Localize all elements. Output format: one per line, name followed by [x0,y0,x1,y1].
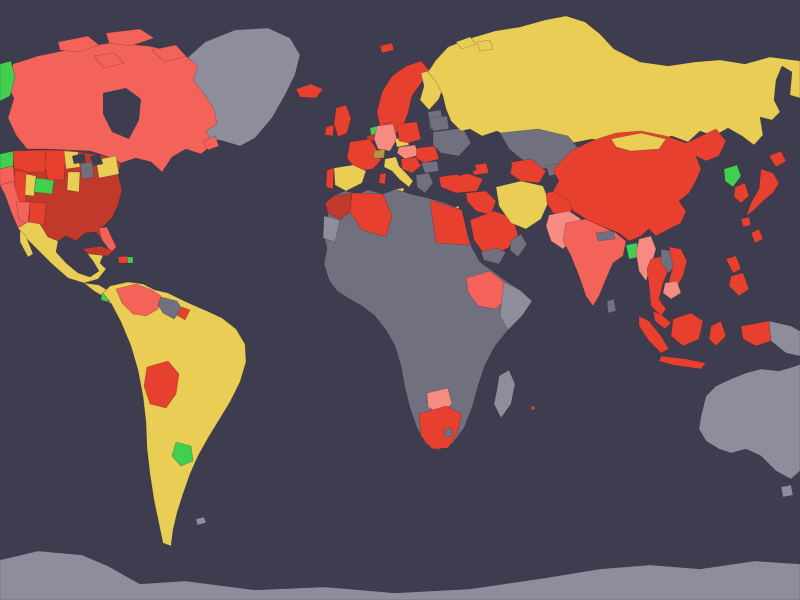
country-bolivia[interactable] [143,360,180,409]
state-illinois-indiana[interactable] [66,171,81,193]
country-oman[interactable] [509,233,528,258]
continent-antarctica [0,550,800,600]
country-vietnam[interactable] [668,246,688,290]
country-taiwan[interactable] [750,228,764,244]
country-philippines[interactable] [725,255,750,297]
country-uruguay[interactable] [171,441,194,467]
region-falkland-islands [195,516,207,526]
state-utah[interactable] [24,173,37,197]
region-sardinia[interactable] [378,172,387,185]
country-indonesia[interactable] [638,312,772,370]
region-slovakia-hungary[interactable] [396,144,420,160]
country-mongolia[interactable] [610,132,667,152]
country-egypt[interactable] [429,199,471,246]
state-plains[interactable] [44,149,67,181]
state-montana-idaho[interactable] [12,149,47,173]
country-nepal[interactable] [595,230,616,242]
region-novaya-zemlya[interactable] [455,36,494,52]
country-spain[interactable] [333,164,367,192]
country-greece[interactable] [415,172,434,194]
continent-africa[interactable] [322,188,533,451]
caspian-sea [495,150,512,184]
country-lesotho[interactable] [443,427,454,438]
region-svalbard[interactable] [379,42,395,54]
country-iran[interactable] [495,180,550,230]
country-romania[interactable] [415,145,440,164]
country-venezuela[interactable] [115,283,162,317]
state-new-mexico[interactable] [28,201,47,225]
country-mauritius[interactable] [531,406,535,410]
great-lakes [72,153,103,166]
country-italy[interactable] [383,156,414,188]
country-newfoundland[interactable] [202,135,220,151]
state-florida[interactable] [98,226,117,253]
country-malaysia[interactable] [652,310,672,330]
country-canada-arctic-islands[interactable] [57,28,187,69]
country-south-korea[interactable] [733,182,750,204]
country-algeria[interactable] [349,192,393,238]
country-papua-new-guinea [768,320,800,357]
country-china[interactable] [552,128,727,242]
country-sri-lanka[interactable] [606,298,617,314]
region-western-sahara [322,215,341,243]
country-ireland[interactable] [324,124,335,137]
hudson-bay [103,88,141,139]
country-france[interactable] [346,138,382,172]
country-dominican-republic[interactable] [126,256,134,264]
country-india[interactable] [562,218,627,307]
country-japan[interactable] [740,150,787,228]
region-baja-california[interactable] [19,229,34,258]
country-madagascar [493,369,516,419]
region-tasmania [780,484,794,498]
country-bulgaria[interactable] [420,160,440,174]
country-mexico[interactable] [17,221,107,284]
country-somalia [499,281,533,331]
state-colorado[interactable] [33,177,55,195]
region-croatia-serbia[interactable] [400,156,422,174]
country-germany[interactable] [373,123,398,152]
country-cambodia[interactable] [662,280,682,300]
country-australia [698,363,800,480]
country-cuba[interactable] [81,245,114,257]
continent-south-america[interactable] [102,281,247,547]
state-alaska[interactable] [0,60,16,102]
country-french-guiana[interactable] [176,306,191,321]
country-united-kingdom[interactable] [333,104,352,138]
country-portugal[interactable] [325,167,335,190]
country-belarus[interactable] [428,115,450,132]
country-guyana-suriname[interactable] [157,296,183,320]
country-saudi-arabia[interactable] [469,210,519,256]
country-iceland[interactable] [295,83,324,99]
black-sea [446,159,477,176]
country-switzerland[interactable] [372,148,386,159]
country-north-korea[interactable] [723,164,742,188]
state-michigan[interactable] [79,161,95,180]
country-south-africa[interactable] [418,405,463,450]
country-yemen[interactable] [480,247,507,265]
country-poland[interactable] [396,121,422,144]
